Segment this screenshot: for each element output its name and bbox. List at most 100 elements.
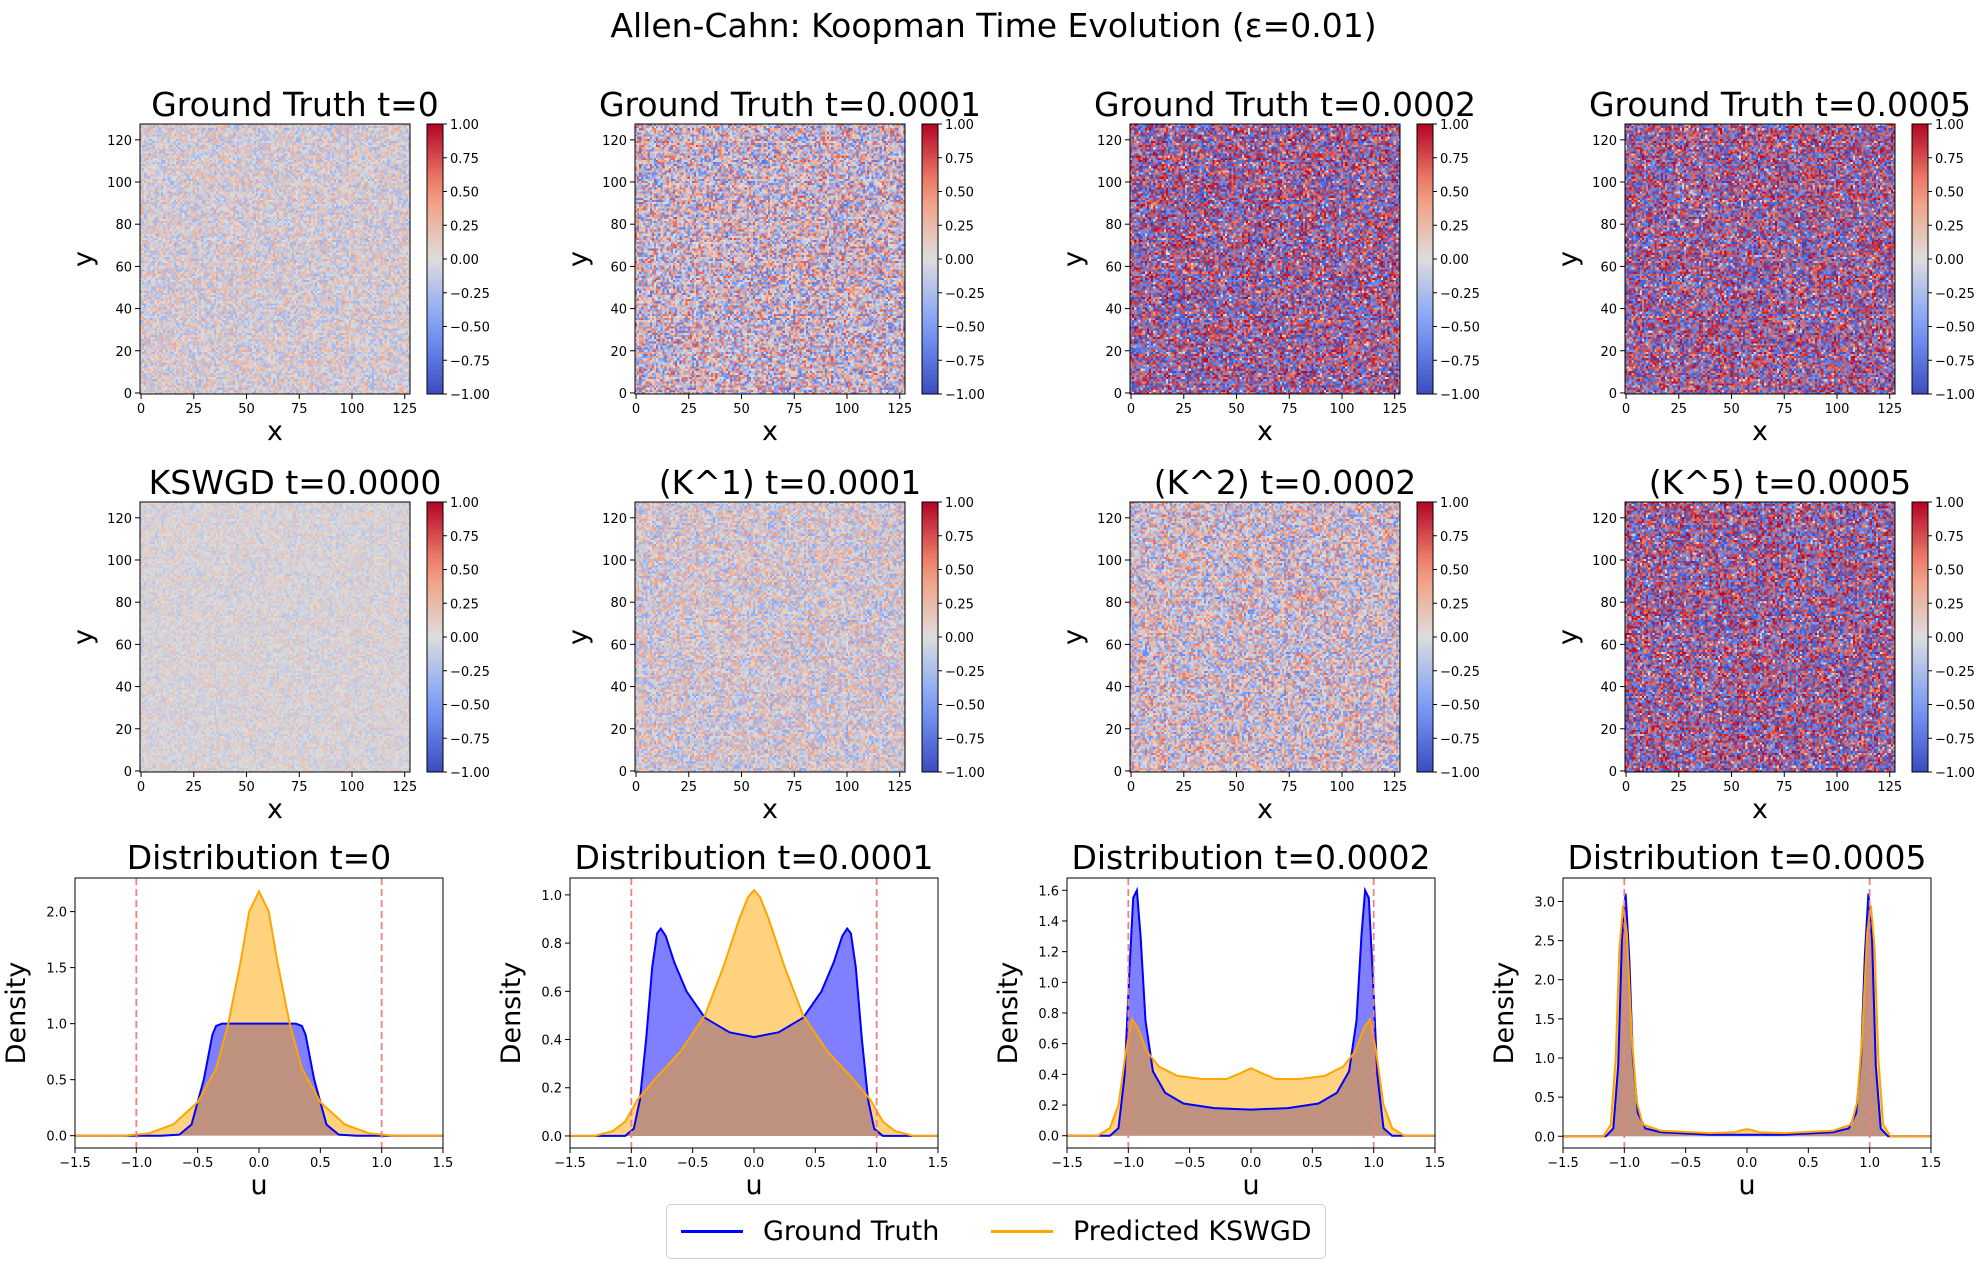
- heatmap-title: Ground Truth t=0: [151, 85, 439, 124]
- x-tick-label: 100: [1825, 402, 1850, 417]
- y-tick-label: 100: [1592, 554, 1617, 569]
- y-tick-label: 60: [1600, 638, 1617, 653]
- colorbar-tick-label: 0.25: [945, 219, 974, 234]
- y-tick-label: 0: [1114, 765, 1122, 780]
- colorbar-tick-label: 0.75: [1440, 152, 1469, 167]
- heatmap-panel-7: (K^2) t=0.0002 0 25 50 75 100 125 0 20 40 60 80 100 1…: [1058, 463, 1480, 825]
- y-tick-label: 0.0: [1038, 1130, 1059, 1145]
- distribution-title: Distribution t=0.0005: [1567, 838, 1926, 877]
- plot-area: [570, 878, 938, 1148]
- y-tick-label: 0.6: [1038, 1038, 1059, 1053]
- y-tick-label: 1.6: [1038, 884, 1059, 899]
- colorbar-tick-label: 0.50: [1440, 186, 1469, 201]
- heatmap-frame: [139, 501, 411, 773]
- colorbar-tick-label: 0.75: [450, 530, 479, 545]
- y-axis-label: y: [563, 629, 594, 645]
- legend: Ground Truth Predicted KSWGD: [666, 1204, 1326, 1259]
- colorbar-tick-label: −0.75: [1935, 354, 1975, 369]
- x-tick-label: 100: [835, 780, 860, 795]
- area-predicted: [570, 890, 938, 1136]
- x-tick-label: 25: [186, 402, 203, 417]
- x-axis-label: x: [1257, 794, 1273, 825]
- x-tick-label: 0: [1622, 402, 1630, 417]
- heatmap-frame: [1624, 501, 1896, 773]
- x-tick-label: 125: [392, 402, 417, 417]
- colorbar-tick-label: 1.00: [450, 118, 479, 133]
- colorbar-tick-label: 0.50: [450, 564, 479, 579]
- x-tick-label: −1.5: [1051, 1156, 1083, 1171]
- distribution-title: Distribution t=0: [127, 838, 392, 877]
- x-tick-label: 1.0: [866, 1156, 887, 1171]
- x-tick-label: 25: [1176, 780, 1193, 795]
- x-tick-label: 1.5: [433, 1156, 454, 1171]
- x-tick-label: 125: [887, 402, 912, 417]
- y-tick-label: 120: [602, 512, 627, 527]
- x-tick-label: 0: [1127, 402, 1135, 417]
- y-tick-label: 0.0: [46, 1130, 67, 1145]
- colorbar-tick-label: −1.00: [450, 388, 490, 403]
- x-tick-label: 0: [137, 780, 145, 795]
- heatmap-image: [140, 502, 410, 772]
- y-tick-label: 60: [610, 638, 627, 653]
- x-tick-label: 50: [733, 780, 750, 795]
- heatmap-panel-4: Ground Truth t=0.0005 0 25 50 75 100 125 0 20 40 6…: [1553, 85, 1975, 447]
- y-tick-label: 60: [610, 260, 627, 275]
- colorbar-tick-label: −0.25: [1440, 665, 1480, 680]
- colorbar-tick-label: −0.25: [450, 665, 490, 680]
- y-tick-label: 100: [107, 554, 132, 569]
- colorbar-tick-label: 0.75: [1935, 152, 1964, 167]
- y-tick-label: 120: [1592, 512, 1617, 527]
- x-tick-label: 50: [1723, 402, 1740, 417]
- colorbar-tick-label: 0.25: [1440, 219, 1469, 234]
- y-tick-label: 60: [1105, 638, 1122, 653]
- legend-label-ground-truth: Ground Truth: [763, 1216, 940, 1247]
- y-tick-label: 100: [107, 176, 132, 191]
- colorbar-tick-label: 0.00: [1935, 253, 1964, 268]
- colorbar-tick-label: 0.00: [945, 631, 974, 646]
- x-tick-label: 125: [1382, 780, 1407, 795]
- x-tick-label: 50: [238, 780, 255, 795]
- y-tick-label: 100: [602, 176, 627, 191]
- y-tick-label: 0.5: [1534, 1091, 1555, 1106]
- x-axis-label: x: [1752, 794, 1768, 825]
- x-tick-label: 50: [238, 402, 255, 417]
- x-axis-label: u: [1242, 1170, 1259, 1201]
- x-tick-label: 75: [786, 780, 803, 795]
- x-tick-label: −1.5: [1547, 1156, 1579, 1171]
- distribution-panel-3: Distribution t=0.0002 −1.5 −1.0 −0.5 0.0 0.5 1…: [993, 838, 1445, 1201]
- y-tick-label: 60: [1600, 260, 1617, 275]
- plot-area: [75, 878, 443, 1148]
- x-tick-label: 100: [340, 780, 365, 795]
- y-tick-label: 40: [1105, 681, 1122, 696]
- colorbar-tick-label: 0.00: [945, 253, 974, 268]
- area-predicted: [1563, 905, 1931, 1137]
- distribution-panel-2: Distribution t=0.0001 −1.5 −1.0 −0.5 0.0 0.5 1…: [496, 838, 948, 1201]
- colorbar-tick-label: −0.75: [1440, 732, 1480, 747]
- y-tick-label: 0: [124, 765, 132, 780]
- colorbar: [1911, 501, 1929, 773]
- heatmap-frame: [1129, 123, 1401, 395]
- heatmap-image: [1130, 502, 1400, 772]
- x-axis-label: x: [1257, 416, 1273, 447]
- y-tick-label: 0.0: [1534, 1130, 1555, 1145]
- colorbar-tick-label: 0.75: [450, 152, 479, 167]
- y-tick-label: 0.8: [541, 937, 562, 952]
- colorbar-tick-label: −0.75: [450, 354, 490, 369]
- y-tick-label: 120: [1097, 134, 1122, 149]
- colorbar-tick-label: 0.25: [1935, 597, 1964, 612]
- colorbar-tick-label: 0.00: [1440, 253, 1469, 268]
- colorbar-tick-label: −0.25: [945, 287, 985, 302]
- y-tick-label: 1.0: [1534, 1052, 1555, 1067]
- y-axis-label: y: [1553, 251, 1584, 267]
- distribution-panel-1: Distribution t=0 −1.5 −1.0 −0.5 0.0 0.5 1.0 1.5…: [1, 838, 453, 1201]
- legend-item-ground-truth: Ground Truth: [681, 1205, 939, 1258]
- y-tick-label: 20: [1600, 723, 1617, 738]
- y-tick-label: 80: [1600, 218, 1617, 233]
- heatmap-panel-5: KSWGD t=0.0000 0 25 50 75 100 125 0 20 40 60 80 100 1…: [68, 463, 490, 825]
- x-tick-label: 75: [1281, 402, 1298, 417]
- y-axis-label: Density: [1489, 962, 1520, 1065]
- x-tick-label: 25: [681, 780, 698, 795]
- colorbar-tick-label: 0.50: [450, 186, 479, 201]
- y-axis-label: y: [1553, 629, 1584, 645]
- colorbar: [426, 123, 444, 395]
